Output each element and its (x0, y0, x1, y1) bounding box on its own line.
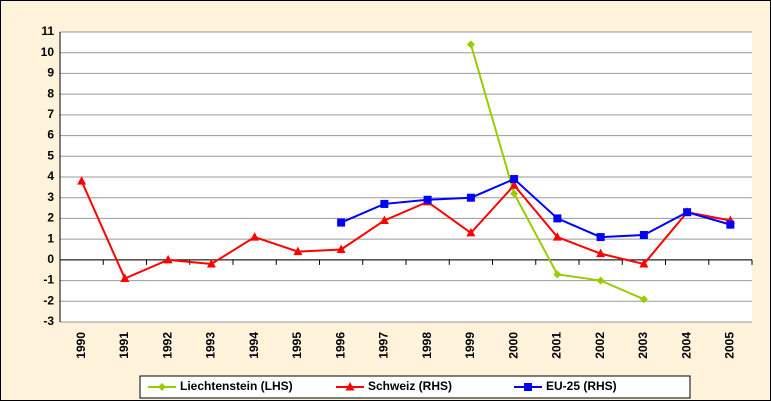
marker (639, 259, 649, 268)
marker (336, 244, 346, 253)
marker (639, 231, 648, 239)
legend-marker (158, 383, 166, 391)
marker (120, 273, 130, 282)
marker (510, 189, 519, 198)
legend: Liechtenstein (LHS) Schweiz (RHS) EU-25 (R… (148, 379, 617, 393)
marker (77, 176, 87, 185)
marker (250, 232, 260, 241)
marker (466, 227, 476, 237)
marker (466, 193, 475, 202)
legend-marker (345, 382, 355, 391)
series-line (340, 177, 731, 239)
x-tick-label: 2002 (593, 332, 607, 359)
x-tick-label: 2001 (550, 332, 564, 359)
marker (726, 220, 735, 229)
marker (509, 180, 519, 189)
y-tick-label: -1 (43, 273, 54, 287)
marker (553, 214, 562, 223)
x-tick-label: 1999 (463, 332, 477, 359)
legend-label: Liechtenstein (LHS) (180, 379, 293, 393)
y-tick-label: 2 (47, 211, 54, 225)
marker (379, 215, 389, 224)
x-tick-label: 2005 (723, 332, 737, 359)
x-tick-label: 1996 (333, 332, 347, 359)
y-tick-label: 11 (41, 24, 54, 38)
marker (596, 276, 605, 285)
series-line (80, 180, 731, 280)
y-tick-label: 5 (47, 148, 54, 162)
y-tick-label: 3 (47, 190, 54, 204)
legend-marker (524, 383, 532, 391)
x-tick-label: 1997 (377, 332, 391, 359)
y-tick-label: 8 (47, 86, 54, 100)
x-tick-label: 1995 (290, 332, 304, 359)
marker (596, 248, 606, 258)
x-tick-label: 1998 (420, 332, 434, 359)
marker (380, 199, 389, 208)
x-tick-label: 2003 (636, 332, 650, 359)
marker (552, 232, 562, 241)
legend-label: Schweiz (RHS) (368, 379, 452, 393)
x-tick-label: 1992 (160, 332, 174, 359)
y-tick-label: 10 (41, 45, 55, 59)
x-tick-label: 1991 (117, 332, 131, 359)
x-tick-label: 1993 (204, 332, 218, 359)
y-tick-label: 7 (47, 107, 54, 121)
legend-box (139, 375, 691, 399)
legend-label: EU-25 (RHS) (546, 379, 617, 393)
marker (683, 208, 692, 217)
y-tick-label: 1 (47, 231, 54, 245)
marker (163, 254, 173, 264)
marker (337, 218, 346, 227)
marker (423, 195, 432, 204)
y-tick-label: -2 (43, 293, 54, 307)
marker (293, 246, 303, 256)
marker (206, 259, 216, 268)
x-tick-label: 2004 (679, 332, 693, 359)
y-tick-label: 6 (47, 128, 54, 142)
marker (639, 295, 648, 304)
y-tick-label: -3 (43, 314, 54, 328)
marker (596, 233, 605, 242)
marker (466, 40, 475, 49)
y-tick-label: 4 (47, 169, 54, 183)
y-tick-label: 9 (47, 66, 54, 80)
y-tick-label: 0 (47, 252, 54, 266)
marker (553, 270, 562, 279)
marker (510, 175, 519, 184)
x-tick-label: 1994 (247, 332, 261, 359)
x-tick-label: 1990 (74, 332, 88, 359)
x-tick-label: 2000 (506, 332, 520, 359)
